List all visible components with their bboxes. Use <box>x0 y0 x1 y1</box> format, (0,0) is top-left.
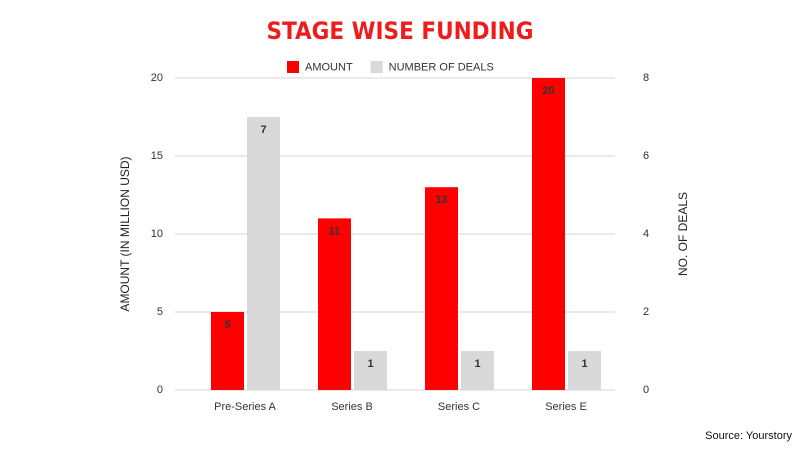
x-tick-label: Series E <box>545 401 587 413</box>
chart-title: STAGE WISE FUNDING <box>267 17 534 45</box>
data-label: 5 <box>224 319 230 331</box>
y-tick-label: 5 <box>157 306 163 318</box>
y-axis-title: AMOUNT (IN MILLION USD) <box>118 156 132 311</box>
y-tick-label: 20 <box>151 72 163 84</box>
bar <box>461 351 494 390</box>
data-label: 7 <box>260 124 266 136</box>
y2-axis-title: NO. OF DEALS <box>676 192 690 276</box>
bar <box>354 351 387 390</box>
bar <box>247 117 280 390</box>
y-tick-label: 10 <box>151 228 163 240</box>
legend-label: NUMBER OF DEALS <box>389 61 494 73</box>
x-tick-label: Pre-Series A <box>214 401 276 413</box>
bar <box>425 187 458 390</box>
y2-tick-label: 4 <box>643 228 649 240</box>
y2-tick-label: 6 <box>643 150 649 162</box>
y2-tick-label: 8 <box>643 72 649 84</box>
y-tick-label: 0 <box>157 384 163 396</box>
data-label: 1 <box>474 358 480 370</box>
data-label: 1 <box>367 358 373 370</box>
legend-label: AMOUNT <box>305 61 353 73</box>
bar <box>318 218 351 390</box>
y2-tick-label: 2 <box>643 306 649 318</box>
data-label: 13 <box>435 194 447 206</box>
data-label: 20 <box>542 85 554 97</box>
bar <box>211 312 244 390</box>
x-tick-label: Series B <box>331 401 373 413</box>
source-note: Source: Yourstory <box>705 430 792 442</box>
bar <box>568 351 601 390</box>
data-label: 1 <box>581 358 587 370</box>
y-tick-label: 15 <box>151 150 163 162</box>
bar <box>532 78 565 390</box>
y2-tick-label: 0 <box>643 384 649 396</box>
legend-swatch <box>370 61 383 73</box>
legend-swatch <box>287 61 299 73</box>
x-tick-label: Series C <box>438 401 480 413</box>
data-label: 11 <box>329 225 341 237</box>
